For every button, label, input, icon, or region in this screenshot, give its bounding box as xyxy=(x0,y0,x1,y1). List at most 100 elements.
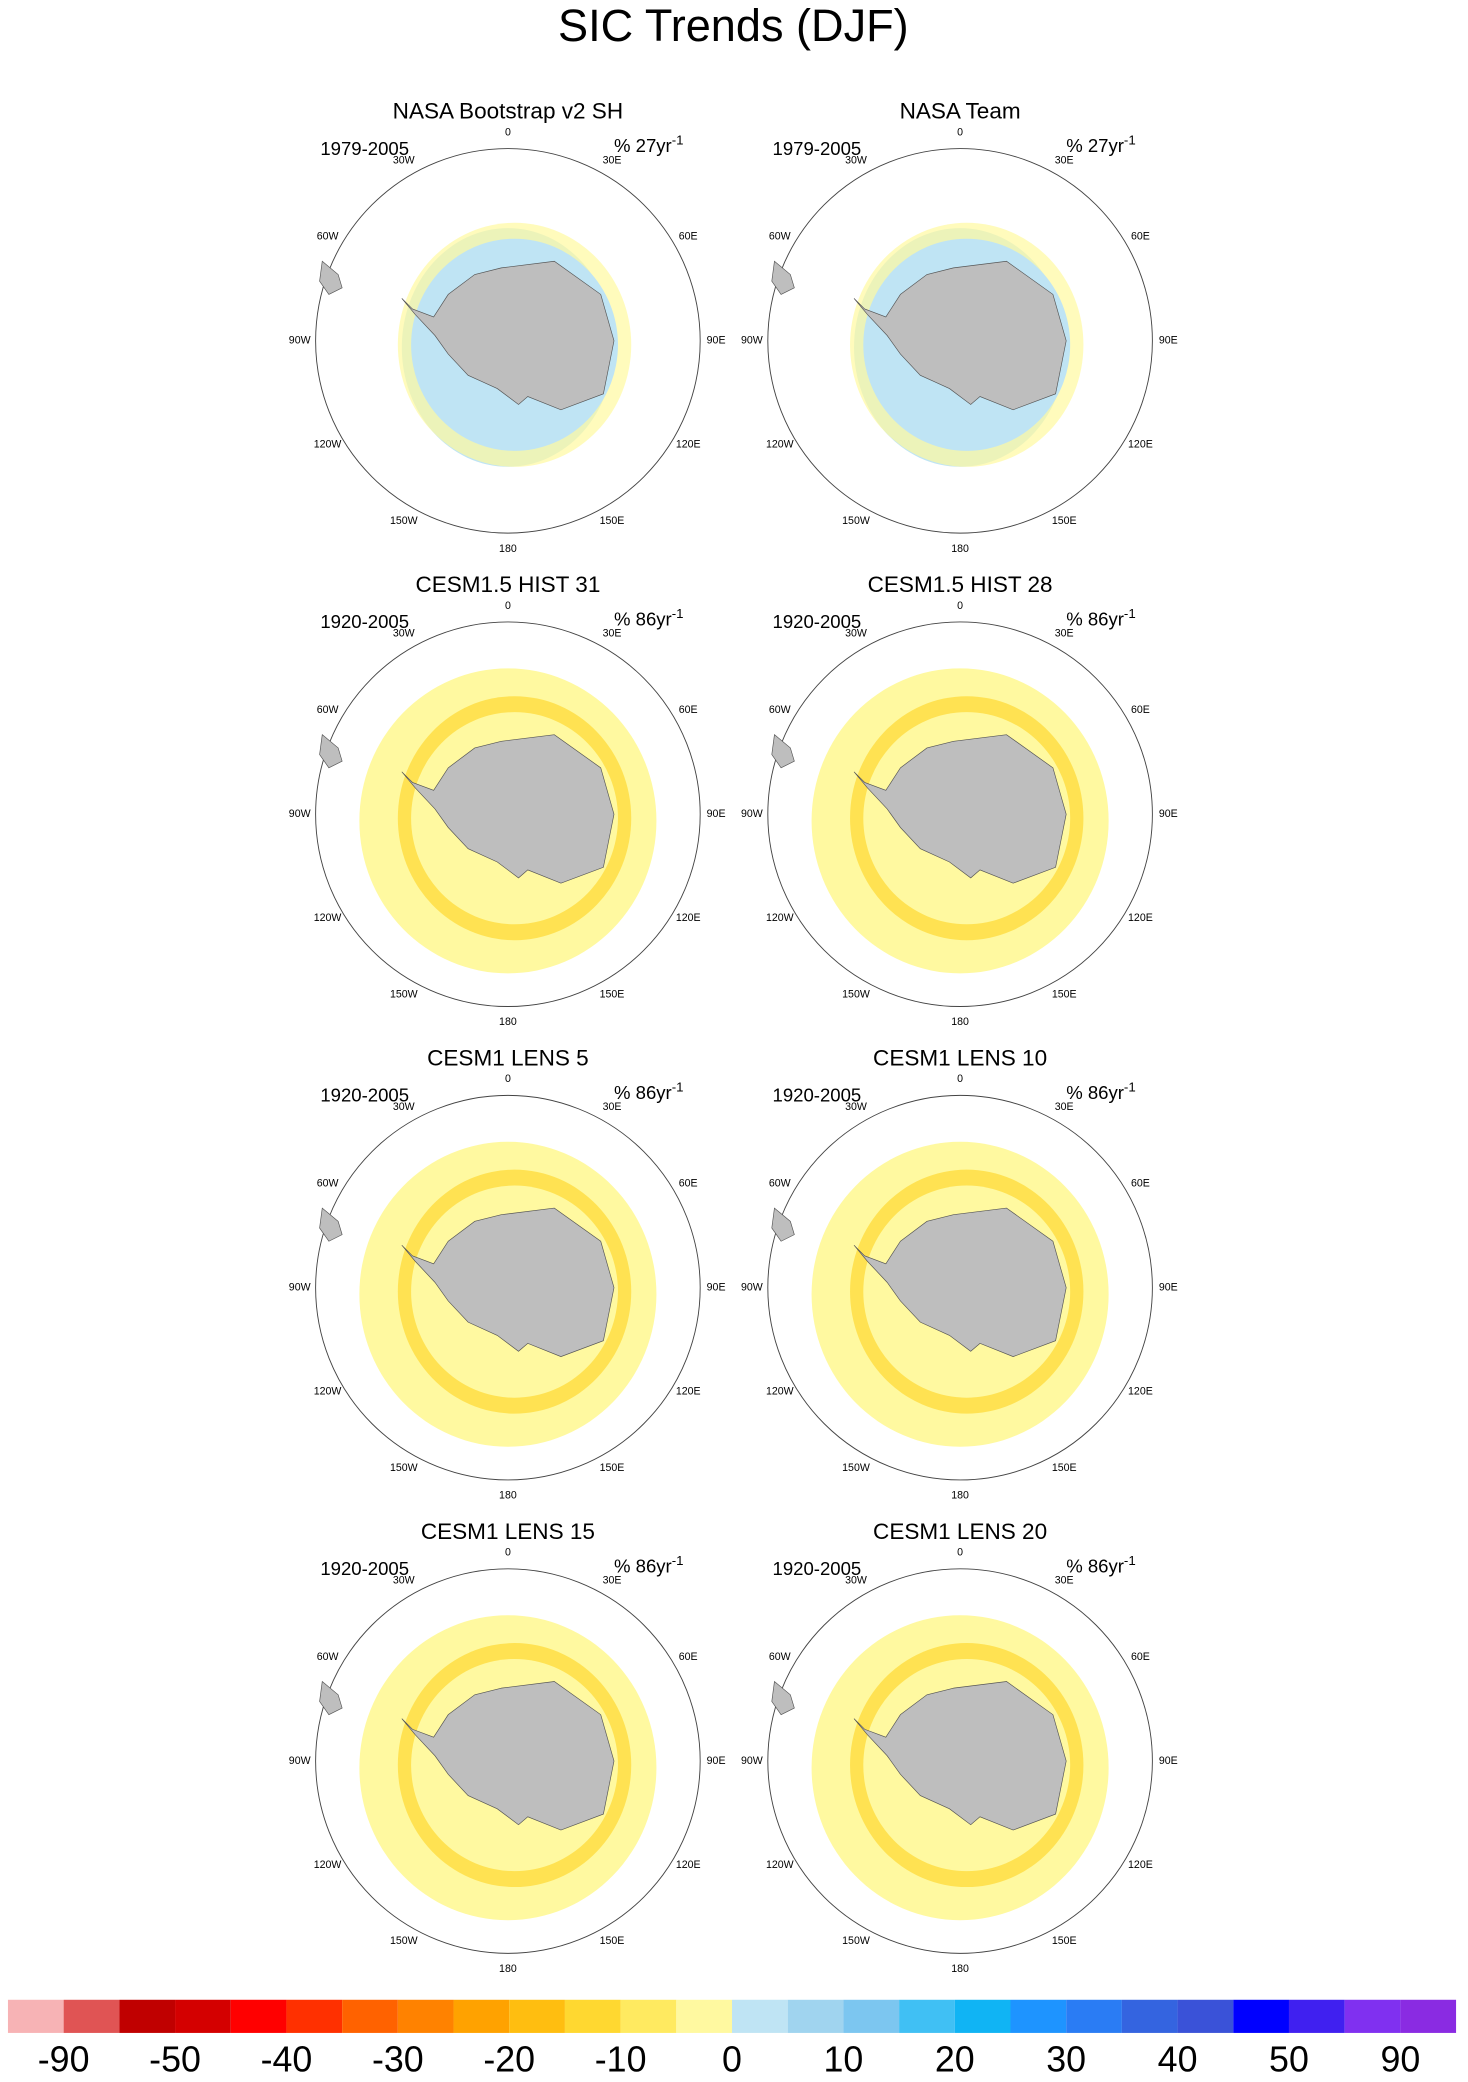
lon-label: 90E xyxy=(1159,808,1178,820)
lon-label: 120E xyxy=(1128,439,1153,451)
map-panel: CESM1 LENS 15 1920-2005 % 86yr-1 0 30E 60E 90E… xyxy=(289,1519,726,1975)
south-america xyxy=(319,1680,343,1716)
panel-period: 1920-2005 xyxy=(320,1558,409,1579)
lon-label: 90E xyxy=(707,335,726,347)
lon-label: 30W xyxy=(845,1101,867,1113)
lon-label: 120E xyxy=(1128,912,1153,924)
lon-label: 120W xyxy=(314,1859,342,1871)
colorbar-label: 20 xyxy=(935,2040,975,2080)
lon-label: 90W xyxy=(289,335,311,347)
map-panel: CESM1.5 HIST 31 1920-2005 % 86yr-1 0 30E 60E 9… xyxy=(289,572,726,1028)
lon-label: 150W xyxy=(390,988,418,1000)
lon-label: 90W xyxy=(741,808,763,820)
lon-label: 0 xyxy=(505,126,511,138)
panel-period: 1920-2005 xyxy=(773,1558,862,1579)
lon-label: 120W xyxy=(314,912,342,924)
colorbar-box xyxy=(787,1999,844,2033)
colorbar-box xyxy=(732,1999,788,2033)
lon-label: 90W xyxy=(741,1281,763,1293)
colorbar-box xyxy=(1121,1999,1178,2033)
colorbar-box xyxy=(509,1999,565,2033)
colorbar-box xyxy=(1288,1999,1345,2033)
colorbar-box xyxy=(1177,1999,1234,2033)
lon-label: 90E xyxy=(1159,1281,1178,1293)
lon-label: 180 xyxy=(499,1490,517,1502)
south-america xyxy=(319,260,343,295)
colorbar-label: -10 xyxy=(595,2040,647,2080)
lon-label: 150W xyxy=(390,1462,418,1474)
colorbar-box xyxy=(453,1999,510,2033)
lon-label: 120E xyxy=(676,1386,701,1398)
lon-label: 120W xyxy=(766,912,794,924)
colorbar-box xyxy=(175,1999,231,2033)
map-panel: CESM1.5 HIST 28 1920-2005 % 86yr-1 0 30E 60E 9… xyxy=(741,572,1178,1028)
colorbar-label: -90 xyxy=(38,2040,90,2080)
lon-label: 60E xyxy=(679,231,698,243)
colorbar-box xyxy=(1066,1999,1122,2033)
colorbar-label: 40 xyxy=(1158,2040,1198,2080)
antarctica xyxy=(401,734,615,884)
panel-period: 1920-2005 xyxy=(320,1085,409,1106)
lon-label: 90W xyxy=(741,1755,763,1767)
panel-period: 1979-2005 xyxy=(773,138,862,159)
lon-label: 60W xyxy=(317,704,339,716)
lon-label: 150E xyxy=(1052,515,1077,527)
south-america xyxy=(319,1207,343,1242)
antarctica xyxy=(401,260,615,411)
lon-label: 90E xyxy=(707,808,726,820)
panel-unit: % 86yr-1 xyxy=(1066,605,1136,629)
lon-label: 120W xyxy=(766,439,794,451)
lon-label: 30E xyxy=(1055,154,1074,166)
lon-label: 60E xyxy=(679,1177,698,1189)
lon-label: 150E xyxy=(600,1935,625,1947)
lon-label: 90E xyxy=(707,1281,726,1293)
colorbar-box xyxy=(342,1999,398,2033)
colorbar-box xyxy=(1010,1999,1067,2033)
colorbar-box xyxy=(119,1999,176,2033)
figure-title: SIC Trends (DJF) xyxy=(558,0,909,51)
map-panel: CESM1 LENS 10 1920-2005 % 86yr-1 0 30E 60E 90E… xyxy=(741,1046,1178,1502)
colorbar-label: -30 xyxy=(372,2040,424,2080)
lon-label: 60E xyxy=(1131,231,1150,243)
lon-label: 150W xyxy=(842,988,870,1000)
lon-label: 150E xyxy=(600,1462,625,1474)
lon-label: 60W xyxy=(769,1651,791,1663)
antarctica xyxy=(853,1207,1067,1357)
antarctica xyxy=(853,260,1067,411)
colorbar-box xyxy=(63,1999,120,2033)
colorbar-label: 50 xyxy=(1269,2040,1309,2080)
panel-unit: % 86yr-1 xyxy=(1066,1079,1136,1103)
panel-period: 1920-2005 xyxy=(773,611,862,632)
lon-label: 180 xyxy=(499,1016,517,1028)
panel-title: CESM1 LENS 5 xyxy=(427,1046,589,1071)
lon-label: 120W xyxy=(766,1859,794,1871)
lon-label: 180 xyxy=(951,1490,969,1502)
lon-label: 30E xyxy=(603,1575,622,1587)
panel-period: 1979-2005 xyxy=(320,138,409,159)
lon-label: 30W xyxy=(845,154,867,166)
south-america xyxy=(319,734,343,769)
lon-label: 120E xyxy=(1128,1859,1153,1871)
panel-title: NASA Bootstrap v2 SH xyxy=(393,99,623,124)
lon-label: 0 xyxy=(957,600,963,612)
lon-label: 0 xyxy=(957,1547,963,1559)
map-panel: NASA Team 1979-2005 % 27yr-1 0 30E 60E 90E 120E… xyxy=(741,99,1178,555)
lon-label: 180 xyxy=(951,1016,969,1028)
antarctica xyxy=(853,1681,1067,1831)
south-america xyxy=(771,734,795,769)
lon-label: 60E xyxy=(1131,1177,1150,1189)
lon-label: 30W xyxy=(845,1575,867,1587)
colorbar-box xyxy=(286,1999,343,2033)
panel-unit: % 86yr-1 xyxy=(614,605,684,629)
lon-label: 150E xyxy=(1052,988,1077,1000)
south-america xyxy=(771,1207,795,1242)
colorbar-box xyxy=(620,1999,677,2033)
lon-label: 150E xyxy=(1052,1935,1077,1947)
lon-label: 0 xyxy=(957,1073,963,1085)
panel-unit: % 27yr-1 xyxy=(1066,132,1136,156)
south-america xyxy=(771,1680,795,1716)
map-panel: CESM1 LENS 5 1920-2005 % 86yr-1 0 30E 60E 90E 1… xyxy=(289,1046,726,1502)
lon-label: 90E xyxy=(1159,335,1178,347)
lon-label: 60E xyxy=(679,704,698,716)
